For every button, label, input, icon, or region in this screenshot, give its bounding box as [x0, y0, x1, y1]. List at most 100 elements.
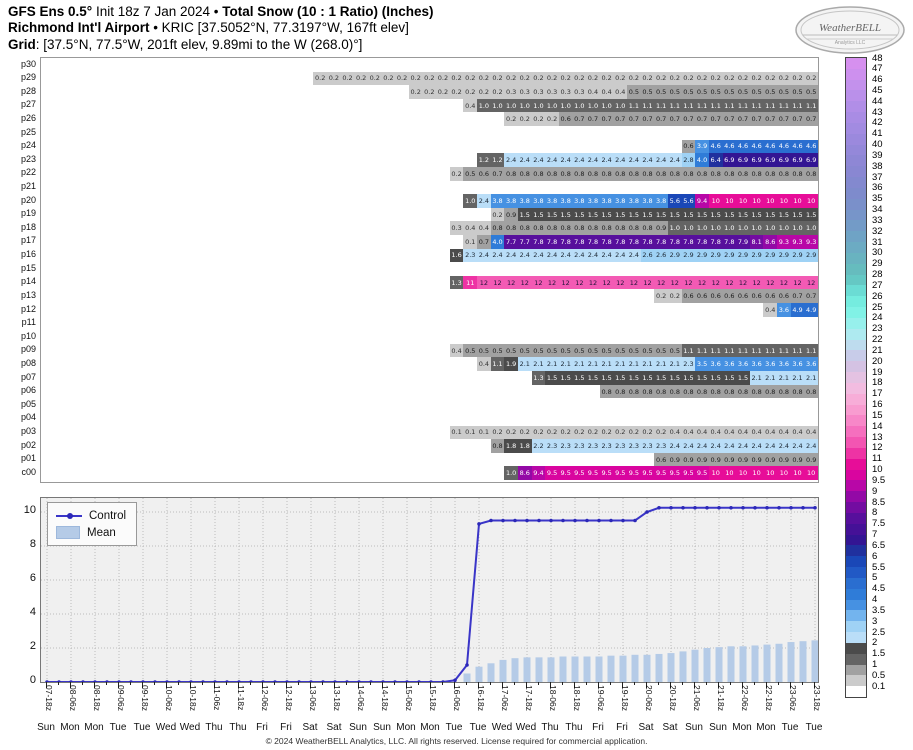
colorbar-label: 39 — [872, 149, 883, 161]
grid-cell: 2.9 — [804, 248, 818, 263]
x-axis-time-label: 08-18z — [92, 685, 102, 711]
grid-cell: 0.4 — [477, 357, 491, 372]
colorbar-label: 7.5 — [872, 518, 886, 530]
colorbar-label: 15 — [872, 409, 883, 421]
grid-cell: 0.5 — [667, 85, 682, 99]
grid-cell: 0.5 — [736, 85, 750, 99]
grid-cell: 0.1 — [463, 234, 478, 249]
grid-cell: 0.7 — [790, 289, 805, 304]
grid-cell: 12 — [490, 275, 505, 290]
grid-cell: 0.7 — [477, 234, 491, 249]
grid-cell: 0.5 — [558, 343, 573, 358]
grid-cell: 1.5 — [586, 371, 600, 385]
colorbar-label: 4.5 — [872, 583, 886, 595]
grid-cell: 0.6 — [558, 112, 573, 127]
grid-cell: 0.7 — [613, 112, 628, 127]
grid-cell: 0.8 — [613, 221, 628, 235]
x-axis-time-label: 22-06z — [740, 685, 750, 711]
grid-cell: 0.8 — [777, 384, 791, 399]
grid-cell: 1.1 — [777, 343, 791, 358]
x-axis-weekday-label: Sat — [638, 722, 654, 733]
x-axis-tick — [514, 682, 515, 685]
x-axis-weekday-label: Wed — [155, 722, 177, 733]
grid-cell: 1.5 — [736, 371, 750, 385]
x-axis-weekday-label: Mon — [756, 722, 776, 733]
grid-cell: 1.5 — [695, 371, 709, 385]
grid-cell: 6.4 — [708, 153, 723, 167]
x-axis-tick — [322, 682, 323, 685]
grid-cell: 1.5 — [654, 371, 668, 385]
grid-cell: 0.4 — [749, 425, 764, 440]
grid-cell: 9.5 — [613, 466, 628, 480]
grid-cell: 0.2 — [517, 71, 532, 86]
grid-cell: 12 — [640, 275, 655, 290]
grid-cell: 0.6 — [654, 452, 668, 467]
grid-cell: 0.8 — [545, 166, 559, 181]
grid-cell: 0.6 — [681, 139, 696, 154]
x-axis-time-label: 18-18z — [572, 685, 582, 711]
grid-cell: 5.6 — [681, 194, 696, 208]
grid-cell: 0.8 — [681, 384, 696, 399]
colorbar-label: 34 — [872, 204, 883, 216]
colorbar-label: 12 — [872, 442, 883, 454]
grid-cell: 7.8 — [667, 234, 682, 249]
grid-cell: 1.1 — [722, 98, 737, 113]
colorbar-segment — [846, 632, 866, 644]
colorbar-segment — [846, 133, 866, 146]
x-axis-weekday-label: Sun — [685, 722, 703, 733]
grid-cell: 0.7 — [599, 112, 614, 127]
row-label-p19: p19 — [20, 208, 36, 219]
grid-cell: 0.8 — [504, 166, 518, 181]
grid-cell: 1.1 — [681, 343, 696, 358]
grid-cell: 3.8 — [558, 194, 573, 208]
grid-cell: 0.2 — [777, 71, 791, 86]
grid-cell: 4.6 — [708, 139, 723, 154]
grid-cell: 0.8 — [667, 384, 682, 399]
grid-cell: 1.0 — [558, 98, 573, 113]
x-axis-tick — [478, 682, 479, 688]
grid-cell: 3.6 — [708, 357, 723, 372]
x-axis-tick — [646, 682, 647, 688]
x-axis-weekday-label: Tue — [445, 722, 463, 733]
grid-cell: 0.3 — [572, 85, 587, 99]
grid-cell: 1.5 — [558, 207, 573, 222]
grid-cell: 2.9 — [736, 248, 750, 263]
legend-mean-label: Mean — [87, 526, 116, 539]
row-label-p07: p07 — [20, 371, 36, 382]
x-axis-time-label: 13-06z — [308, 685, 318, 711]
x-axis-time-label: 15-06z — [404, 685, 414, 711]
x-axis-tick — [214, 682, 215, 688]
grid-cell: 1.5 — [545, 371, 559, 385]
grid-cell: 0.8 — [654, 384, 668, 399]
colorbar-segment — [846, 556, 866, 568]
colorbar-segment — [846, 437, 866, 449]
grid-cell: 7.8 — [681, 234, 696, 249]
grid-cell: 2.4 — [736, 439, 750, 453]
grid-cell: 9.4 — [695, 194, 709, 208]
x-axis-weekday-label: Sun — [349, 722, 367, 733]
grid-cell: 7.8 — [640, 234, 655, 249]
grid-cell: 6.9 — [763, 153, 778, 167]
grid-cell: 0.8 — [790, 384, 805, 399]
colorbar-label: 17 — [872, 388, 883, 400]
grid-cell: 1.5 — [695, 207, 709, 222]
x-axis-tick — [262, 682, 263, 688]
grid-cell: 0.8 — [640, 166, 655, 181]
grid-cell: 0.5 — [640, 85, 655, 99]
row-label-p22: p22 — [20, 167, 36, 178]
grid-cell: 3.6 — [736, 357, 750, 372]
colorbar-label: 26 — [872, 290, 883, 302]
grid-cell: 2.1 — [627, 357, 641, 372]
grid-cell: 0.2 — [395, 71, 409, 86]
grid-cell: 0.2 — [586, 425, 600, 440]
grid-cell: 2.9 — [667, 248, 682, 263]
grid-cell: 1.5 — [586, 207, 600, 222]
grid-cell: 1.0 — [722, 221, 737, 235]
x-axis-weekday-label: Wed — [515, 722, 537, 733]
grid-cell: 2.4 — [640, 153, 655, 167]
grid-cell: 3.8 — [531, 194, 546, 208]
grid-cell: 1.1 — [763, 343, 778, 358]
grid-cell: 7.8 — [531, 234, 546, 249]
x-axis-time-label: 16-18z — [476, 685, 486, 711]
colorbar-label: 43 — [872, 106, 883, 118]
